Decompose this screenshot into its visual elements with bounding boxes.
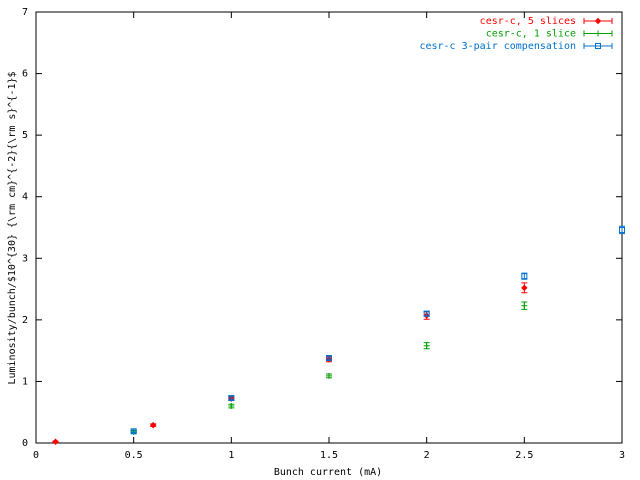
- point: [326, 355, 332, 362]
- x-tick-label: 2.5: [515, 450, 533, 461]
- x-tick-label: 0.5: [125, 450, 143, 461]
- y-tick-label: 1: [22, 376, 28, 387]
- y-tick-label: 0: [22, 438, 28, 449]
- y-tick-label: 6: [22, 69, 28, 80]
- y-tick-label: 4: [22, 192, 28, 203]
- legend-marker: [594, 17, 602, 25]
- point: [521, 302, 528, 309]
- x-axis-label: Bunch current (mA): [274, 467, 382, 478]
- point: [521, 284, 528, 292]
- legend-marker: [595, 43, 601, 49]
- point: [619, 226, 625, 233]
- y-tick-label: 7: [22, 7, 28, 18]
- x-tick-label: 3: [619, 450, 625, 461]
- point: [52, 438, 59, 445]
- point: [521, 273, 528, 280]
- point: [228, 403, 235, 410]
- point: [423, 310, 430, 317]
- legend-label: cesr-c 3-pair compensation: [419, 41, 576, 52]
- legend-marker: [595, 30, 601, 37]
- x-tick-label: 0: [33, 450, 39, 461]
- x-tick-label: 1.5: [320, 450, 338, 461]
- y-tick-label: 3: [22, 253, 28, 264]
- legend-label: cesr-c, 5 slices: [480, 16, 576, 27]
- point: [149, 421, 157, 429]
- y-tick-label: 2: [22, 315, 28, 326]
- point: [326, 372, 332, 379]
- legend-label: cesr-c, 1 slice: [486, 29, 576, 40]
- point: [423, 342, 430, 349]
- y-tick-label: 5: [22, 130, 28, 141]
- legend-line: [583, 43, 613, 49]
- y-axis-label: Luminosity/bunch/$10^{30} {\rm cm}^{-2}{…: [7, 71, 18, 384]
- point: [228, 395, 235, 402]
- point: [130, 428, 137, 435]
- x-tick-label: 1: [228, 450, 234, 461]
- x-tick-label: 2: [424, 450, 430, 461]
